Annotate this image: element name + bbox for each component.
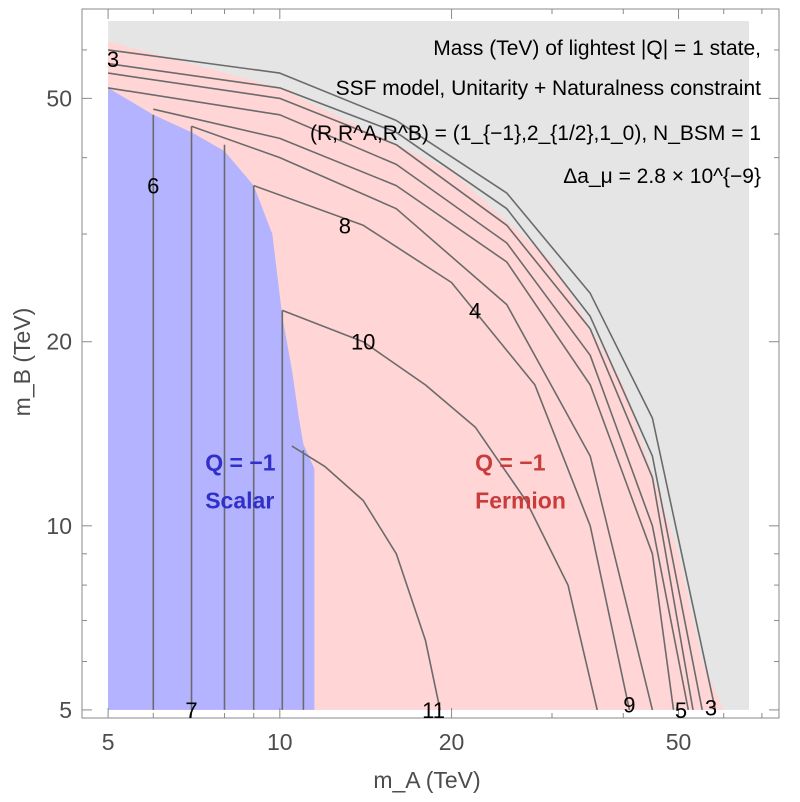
title-line-4: Δa_μ = 2.8 × 10^{−9} bbox=[563, 165, 761, 188]
y-tick-label-50: 50 bbox=[46, 85, 72, 111]
x-tick-label-10: 10 bbox=[267, 729, 293, 755]
region-labels: Q = −1 Scalar Q = −1 Fermion bbox=[205, 450, 566, 514]
y-tick-label-10: 10 bbox=[46, 513, 72, 539]
y-tick-label-5: 5 bbox=[59, 697, 72, 723]
contour-label-4: 10 bbox=[351, 330, 375, 355]
contour-line-8 bbox=[191, 125, 654, 711]
contour-line-6 bbox=[107, 87, 690, 711]
scalar-region bbox=[108, 87, 315, 710]
x-tick-label-20: 20 bbox=[439, 729, 465, 755]
contour-label-2: 8 bbox=[339, 213, 351, 238]
contour-label-7: 9 bbox=[623, 693, 635, 718]
contour-line-5 bbox=[107, 72, 694, 711]
contour-line-10 bbox=[282, 309, 598, 711]
contour-label-9: 3 bbox=[705, 695, 717, 720]
x-tick-label-5: 5 bbox=[102, 729, 115, 755]
contour-line-9 bbox=[253, 184, 631, 711]
plot-frame bbox=[81, 8, 780, 719]
title-line-2: SSF model, Unitarity + Naturalness const… bbox=[336, 77, 762, 100]
region-label-0-type: Scalar bbox=[205, 488, 274, 514]
region-label-1-charge: Q = −1 bbox=[475, 450, 546, 476]
contour-line-7 bbox=[153, 108, 675, 711]
axis-ticks: 5 10 20 50 5 10 20 50 bbox=[46, 9, 779, 755]
x-tick-label-50: 50 bbox=[666, 729, 692, 755]
contour-line-4 bbox=[107, 62, 703, 711]
contour-label-8: 5 bbox=[675, 698, 687, 723]
region-label-1-type: Fermion bbox=[475, 488, 566, 514]
x-axis-title: m_A (TeV) bbox=[373, 767, 480, 793]
title-line-3: (R,R^A,R^B) = (1_{−1},2_{1/2},1_0), N_BS… bbox=[310, 122, 761, 145]
contour-label-5: 7 bbox=[185, 698, 197, 723]
region-label-0-charge: Q = −1 bbox=[205, 450, 276, 476]
y-tick-label-20: 20 bbox=[46, 329, 72, 355]
allowed-regions bbox=[108, 41, 724, 710]
contour-label-1: 6 bbox=[147, 174, 159, 199]
contour-label-6: 11 bbox=[422, 698, 445, 723]
contour-lines bbox=[107, 49, 717, 711]
title-line-1: Mass (TeV) of lightest |Q| = 1 state, bbox=[433, 37, 761, 60]
contour-label-0: 3 bbox=[107, 47, 119, 72]
y-axis-title: m_B (TeV) bbox=[9, 308, 35, 417]
contour-line-3 bbox=[107, 49, 717, 711]
contour-line-11 bbox=[291, 445, 441, 711]
contour-label-3: 4 bbox=[469, 298, 481, 323]
frame-border bbox=[81, 8, 780, 719]
chart-title: Mass (TeV) of lightest |Q| = 1 state, SSF… bbox=[310, 37, 761, 188]
